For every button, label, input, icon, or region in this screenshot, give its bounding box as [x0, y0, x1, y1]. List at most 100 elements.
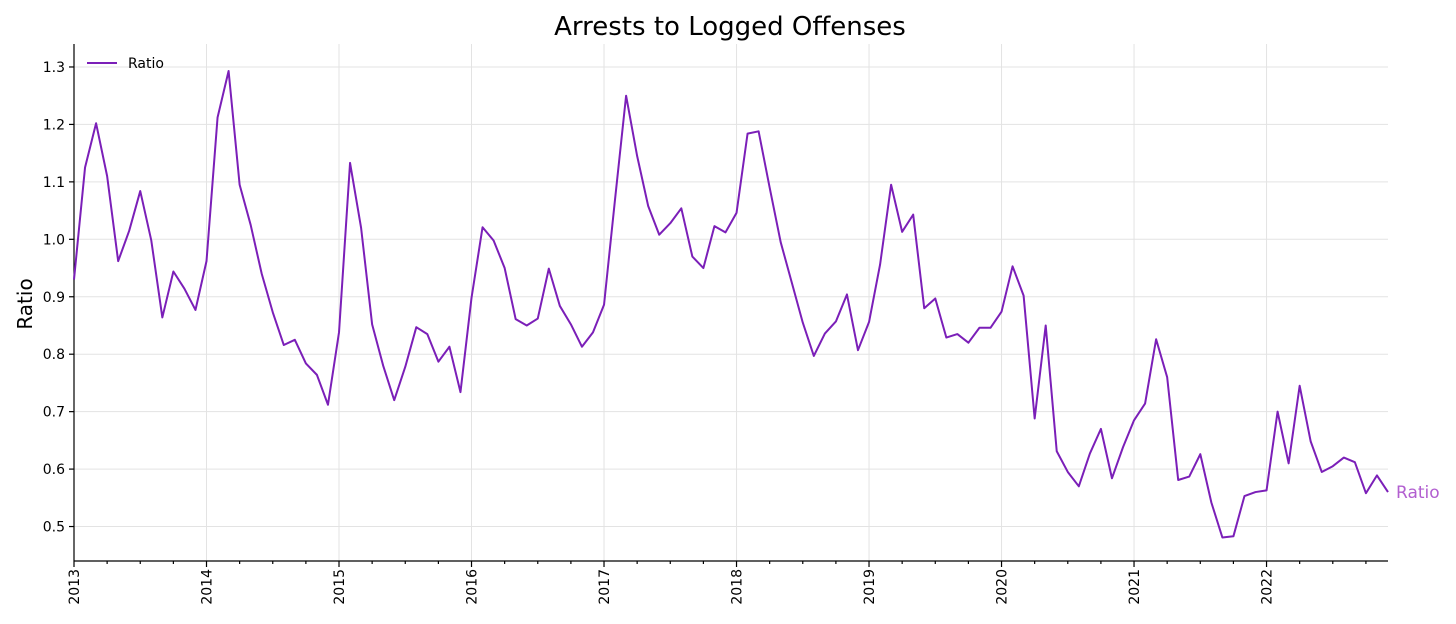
data-point: [206, 260, 208, 262]
data-point: [393, 399, 395, 401]
data-point: [647, 205, 649, 207]
data-point: [736, 212, 738, 214]
data-point: [990, 327, 992, 329]
data-point: [217, 117, 219, 119]
data-point: [703, 267, 705, 269]
data-point: [1277, 411, 1279, 413]
data-point: [1155, 338, 1157, 340]
data-point: [404, 366, 406, 368]
data-point: [1034, 418, 1036, 420]
data-point: [548, 268, 550, 270]
data-point: [1332, 465, 1334, 467]
data-point: [1233, 535, 1235, 537]
data-point: [184, 288, 186, 290]
data-point: [625, 95, 627, 97]
data-point: [84, 167, 86, 169]
chart-title: Arrests to Logged Offenses: [554, 12, 906, 42]
data-point: [857, 349, 859, 351]
data-point: [1056, 450, 1058, 452]
data-point: [1211, 502, 1213, 504]
data-point: [1244, 495, 1246, 497]
data-point: [769, 187, 771, 189]
data-point: [791, 282, 793, 284]
data-point: [294, 339, 296, 341]
data-point: [1321, 471, 1323, 473]
data-point: [1089, 453, 1091, 455]
data-point: [327, 404, 329, 406]
data-point: [780, 241, 782, 243]
data-point: [979, 327, 981, 329]
y-tick-label: 1.1: [43, 175, 65, 191]
data-point: [1012, 266, 1014, 268]
data-point: [835, 321, 837, 323]
ratio-series-line: [73, 70, 1389, 539]
data-point: [614, 198, 616, 200]
data-point: [658, 234, 660, 236]
y-tick-label: 0.9: [43, 290, 65, 306]
data-point: [504, 267, 506, 269]
x-tick-label: 2015: [332, 569, 348, 605]
data-point: [1023, 295, 1025, 297]
data-point: [758, 131, 760, 133]
data-point: [493, 240, 495, 242]
y-tick-label: 0.7: [43, 405, 65, 421]
data-point: [371, 324, 373, 326]
data-point: [1365, 492, 1367, 494]
data-point: [912, 214, 914, 216]
data-point: [1222, 537, 1224, 539]
data-point: [150, 240, 152, 242]
data-point: [471, 297, 473, 299]
data-point: [139, 190, 141, 192]
data-point: [1078, 486, 1080, 488]
data-point: [901, 231, 903, 233]
x-tick-label: 2020: [995, 569, 1011, 605]
data-point: [1067, 471, 1069, 473]
data-point: [923, 307, 925, 309]
data-point: [272, 311, 274, 313]
data-point: [1188, 476, 1190, 478]
x-tick-label: 2018: [730, 569, 746, 605]
data-point: [1177, 479, 1179, 481]
data-point: [438, 361, 440, 363]
y-tick-label: 1.0: [43, 232, 65, 248]
data-point: [250, 224, 252, 226]
data-point: [416, 326, 418, 328]
data-point: [1387, 491, 1389, 493]
data-point: [1310, 441, 1312, 443]
data-point: [879, 264, 881, 266]
data-point: [1100, 428, 1102, 430]
data-point: [1343, 457, 1345, 459]
y-tick-label: 0.5: [43, 520, 65, 536]
grid-layer: [73, 44, 1388, 561]
data-point: [349, 162, 351, 164]
data-point: [195, 309, 197, 311]
data-point: [1111, 477, 1113, 479]
data-point: [427, 333, 429, 335]
data-point: [73, 279, 75, 281]
data-point: [1266, 490, 1268, 492]
x-tick-label: 2019: [862, 569, 878, 605]
data-point: [868, 321, 870, 323]
data-point: [570, 324, 572, 326]
x-tick-label: 2021: [1127, 569, 1143, 605]
x-tick-label: 2014: [200, 569, 216, 605]
data-point: [106, 175, 108, 177]
data-point: [813, 355, 815, 357]
data-point: [714, 225, 716, 227]
data-point: [228, 70, 230, 72]
legend: Ratio: [87, 56, 164, 72]
data-point: [360, 227, 362, 229]
axis-layer: 0.5 0.6 0.7 0.8 0.9 1.0 1.1 1.2 1.3 2013 2014 2015 2…: [43, 44, 1388, 605]
data-point: [1133, 419, 1135, 421]
data-point: [592, 332, 594, 334]
y-tick-label: 0.6: [43, 462, 65, 478]
data-point: [283, 344, 285, 346]
data-point: [934, 298, 936, 300]
data-point: [1045, 325, 1047, 327]
data-point: [1255, 491, 1257, 493]
data-point: [537, 318, 539, 320]
data-point: [559, 305, 561, 307]
data-point: [1354, 461, 1356, 463]
data-point: [1144, 403, 1146, 405]
